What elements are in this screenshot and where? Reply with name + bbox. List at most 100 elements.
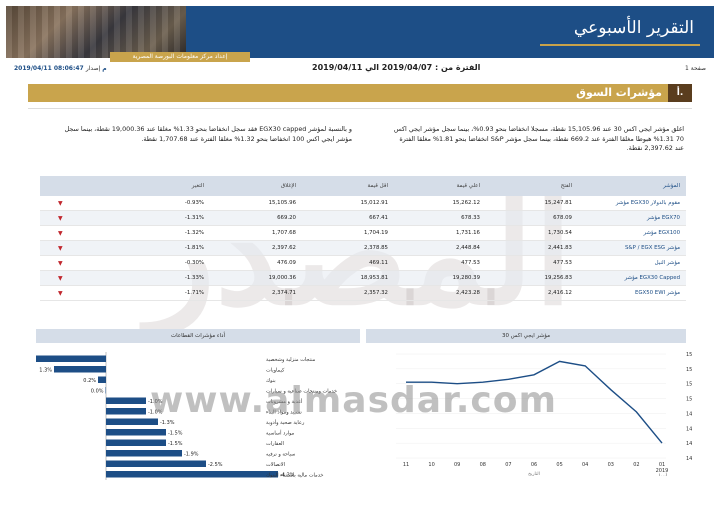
change-value: -1.71% <box>184 290 204 296</box>
indices-table: المؤشر الفتح اعلي قيمة اقل قيمة الإغلاق … <box>40 176 686 301</box>
low-value: 2,378.85 <box>363 245 388 251</box>
low-value: 2,357.32 <box>363 290 388 296</box>
table-row: مؤشر EGX70 678.09 678.33 667.41 669.20 -1.31%… <box>40 211 686 226</box>
report-subtitle: إعداد مركز معلومات البورصة المصرية <box>132 53 228 60</box>
x-tick-label: 08 <box>480 462 486 468</box>
y-tick-label: 14,800 <box>686 426 692 432</box>
low-value: 1,704.19 <box>363 230 388 236</box>
x-year-label: 2019 <box>656 468 669 474</box>
x-axis-title: التاريخ <box>528 472 540 476</box>
sector-bar <box>106 397 146 404</box>
sector-bar <box>106 408 146 415</box>
sector-category-label: موارد أساسية <box>266 430 295 437</box>
change-value: -0.93% <box>184 200 204 206</box>
x-month-label: أبريل <box>657 472 667 476</box>
table-row: مؤشر النيل 477.53 477.53 469.11 476.09 -0.30%… <box>40 256 686 271</box>
close-value: 476.09 <box>277 260 296 266</box>
sector-bars-svg: 1.8%منتجات منزلية وشخصية1.3%كيماويات0.2%… <box>19 352 337 480</box>
low-value: 15,012.91 <box>360 200 388 206</box>
close-value: 19,000.36 <box>268 275 296 281</box>
header-high: اعلي قيمة <box>456 183 480 189</box>
x-tick-label: 02 <box>633 462 639 468</box>
y-tick-label: 14,600 <box>686 456 692 462</box>
table-row: مؤشر EGX100 1,730.54 1,731.16 1,704.19 1,707… <box>40 226 686 241</box>
section-number: أ. <box>668 84 692 102</box>
change-value: -1.32% <box>184 230 204 236</box>
issue-timestamp: 2019/04/11 08:06:47 م إصدار <box>14 65 107 72</box>
open-value: 2,441.83 <box>547 245 572 251</box>
header-change: التغير <box>191 183 204 189</box>
market-summary-right: اغلق مؤشر ايجي اكس 30 عند 15,105.96 نقطة… <box>393 125 684 152</box>
high-value: 19,280.39 <box>452 275 480 281</box>
bar-value-label: 0.0% <box>91 389 104 395</box>
sector-chart-title: أداء مؤشرات القطاعات <box>36 329 360 343</box>
sector-bar <box>106 439 166 446</box>
table-body: مؤشر EGX30 مقوم بالدولار 15,247.81 15,262.… <box>40 196 686 301</box>
index-name: مؤشر النيل <box>654 260 680 266</box>
sector-category-label: العقارات <box>266 441 284 447</box>
egx30-chart-title: مؤشر ايجي اكس 30 <box>366 329 686 343</box>
sector-category-label: سياحة و ترفيه <box>266 452 295 458</box>
sector-category-label: كيماويات <box>266 368 285 374</box>
bar-value-label: -1.5% <box>168 431 183 437</box>
table-header: المؤشر الفتح اعلي قيمة اقل قيمة الإغلاق … <box>40 176 686 196</box>
y-tick-label: 15,300 <box>686 352 692 358</box>
high-value: 2,448.84 <box>455 245 480 251</box>
header-open: الفتح <box>560 183 572 189</box>
y-tick-label: 15,200 <box>686 367 692 373</box>
change-value: -1.33% <box>184 275 204 281</box>
high-value: 15,262.12 <box>452 200 480 206</box>
close-value: 15,105.96 <box>268 200 296 206</box>
section-title: مؤشرات السوق <box>576 86 662 99</box>
x-tick-label: 11 <box>403 462 409 468</box>
sector-category-label: خدمات مالية باستثناء البنوك <box>266 473 323 479</box>
sector-category-label: خدمات ومنتجات صناعية و سيارات <box>266 389 337 395</box>
bar-value-label: -1.3% <box>160 420 175 426</box>
bar-value-label: 1.3% <box>39 368 52 374</box>
index-name: مؤشر EGX30 Capped <box>624 275 680 281</box>
table-row: مؤشر EGX30 Capped 19,256.83 19,280.39 18,95… <box>40 271 686 286</box>
close-value: 1,707.68 <box>271 230 296 236</box>
bar-value-label: -1.5% <box>168 441 183 447</box>
close-value: 669.20 <box>277 215 296 221</box>
index-name: مؤشر EGX30 مقوم بالدولار <box>615 200 680 206</box>
down-arrow-icon: ▼ <box>58 229 63 237</box>
info-bar: صفحة 1 الفترة من : 2019/04/07 الي 2019/0… <box>12 62 708 76</box>
open-value: 1,730.54 <box>547 230 572 236</box>
x-tick-label: 05 <box>556 462 562 468</box>
table-row: مؤشر EGX30 مقوم بالدولار 15,247.81 15,262.… <box>40 196 686 211</box>
high-value: 477.53 <box>461 260 480 266</box>
market-summary-left: و بالنسبة لمؤشر EGX30 capped فقد سجل انخ… <box>64 125 352 143</box>
index-name: مؤشر EGX70 <box>646 215 680 221</box>
sector-bar <box>34 355 106 362</box>
index-name: S&P / EGX ESG مؤشر <box>625 245 680 251</box>
y-tick-label: 15,100 <box>686 382 692 388</box>
high-value: 678.33 <box>461 215 480 221</box>
change-value: -0.30% <box>184 260 204 266</box>
open-value: 477.53 <box>553 260 572 266</box>
x-tick-label: 10 <box>428 462 434 468</box>
issue-timestamp-label: إصدار <box>85 65 101 72</box>
x-tick-label: 07 <box>505 462 511 468</box>
bar-value-label: -1.0% <box>148 399 163 405</box>
down-arrow-icon: ▼ <box>58 289 63 297</box>
bar-value-label: -4.3% <box>280 473 295 479</box>
low-value: 469.11 <box>369 260 388 266</box>
sector-category-label: أغذية و مشروبات <box>266 398 303 405</box>
close-value: 2,397.62 <box>271 245 296 251</box>
report-banner: التقرير الأسبوعي <box>6 6 714 58</box>
title-ornament <box>540 44 700 46</box>
change-value: -1.31% <box>184 215 204 221</box>
down-arrow-icon: ▼ <box>58 244 63 252</box>
down-arrow-icon: ▼ <box>58 199 63 207</box>
section-header: أ. مؤشرات السوق <box>28 84 692 102</box>
sector-bar <box>106 450 182 457</box>
down-arrow-icon: ▼ <box>58 214 63 222</box>
index-name: مؤشر EGX100 <box>643 230 680 236</box>
bar-value-label: -2.5% <box>208 462 223 468</box>
egx30-line-chart: 15,300 15,200 15,100 15,000 14,900 14,800 14,7… <box>366 346 704 479</box>
sector-bar <box>106 418 158 425</box>
high-value: 1,731.16 <box>455 230 480 236</box>
sector-bar <box>106 460 206 467</box>
sector-category-label: رعاية صحية وأدوية <box>266 419 305 426</box>
